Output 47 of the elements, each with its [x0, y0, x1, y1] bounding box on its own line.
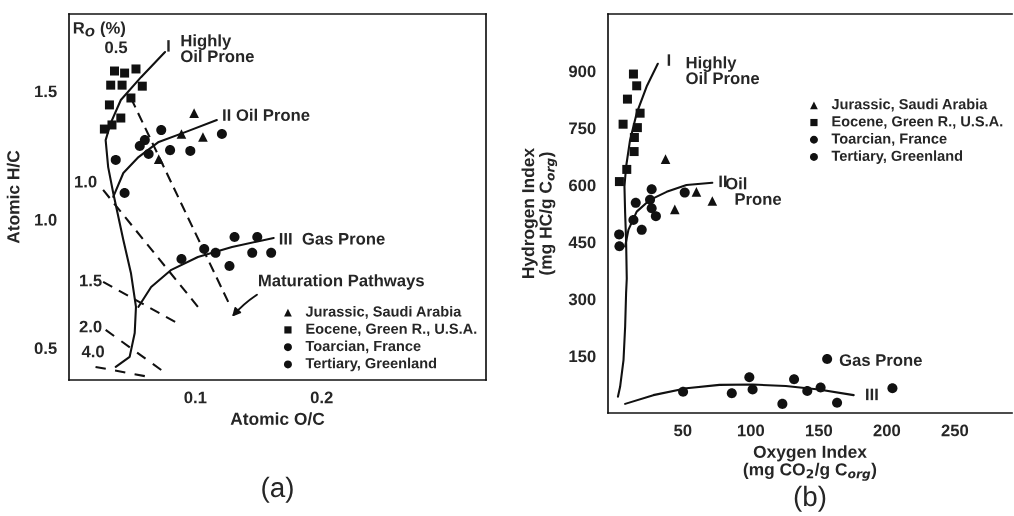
x-axis-title: Atomic O/C	[230, 412, 325, 426]
x-tick-label: 100	[737, 424, 765, 437]
annotation: Maturation Pathways	[259, 274, 424, 290]
legend-label: Toarcian, France	[305, 340, 421, 354]
legend-label: Jurassic, Saudi Arabia	[831, 98, 988, 112]
legend-label: Tertiary, Greenland	[305, 357, 437, 372]
legend-label: Tertiary, Greenland	[831, 150, 963, 164]
annotation: II	[719, 175, 727, 188]
annotation: Oil Prone	[725, 177, 782, 205]
annotation: 1.5	[80, 274, 102, 287]
y-tick-label: 1.5	[35, 85, 57, 98]
y-tick-label: 450	[568, 236, 596, 249]
annotation: III Gas Prone	[279, 232, 385, 245]
y-tick-label: 750	[569, 122, 596, 135]
x-tick-label: 150	[805, 424, 833, 437]
annotation: Gas Prone	[839, 354, 922, 366]
x-tick-label: 200	[873, 424, 901, 437]
legend-label: Eocene, Green R., U.S.A.	[306, 323, 477, 336]
annotation: R$_{O}$ (%)	[73, 21, 126, 38]
x-tick-label: 0.2	[310, 391, 333, 404]
annotation: 2.0	[79, 320, 102, 333]
annotation: I	[167, 40, 170, 52]
y-axis-title: Atomic H/C	[6, 150, 20, 244]
y-tick-label: 1.0	[35, 213, 57, 226]
y-tick-label: 150	[569, 350, 596, 363]
x-tick-label: 250	[941, 424, 969, 437]
text: (a)	[262, 476, 293, 503]
x-tick-label: 50	[674, 424, 692, 437]
text: (b)	[794, 485, 826, 512]
y-tick-label: 300	[568, 293, 596, 306]
x-tick-label: 0.1	[184, 391, 207, 404]
y-tick-label: 600	[569, 179, 596, 192]
annotation: I	[667, 54, 671, 66]
annotation: 4.0	[81, 345, 104, 358]
annotation: Highly Oil Prone	[181, 34, 254, 63]
legend-label: Jurassic, Saudi Arabia	[305, 305, 462, 319]
legend-label: Toarcian, France	[831, 133, 947, 146]
y-tick-label: 0.5	[34, 342, 57, 355]
y-axis-title: Hydrogen Index (mg HC/g C$_{org}$)	[521, 148, 558, 278]
legend-label: Eocene, Green R., U.S.A.	[832, 116, 1003, 129]
annotation: III	[866, 388, 878, 401]
annotation: II Oil Prone	[223, 108, 310, 121]
annotation: 1.0	[75, 175, 97, 188]
x-axis-title: Oxygen Index (mg CO$_{2}$/g C$_{org}$)	[743, 445, 877, 481]
annotation: Highly Oil Prone	[686, 56, 760, 85]
y-tick-label: 900	[568, 65, 596, 78]
annotation: 0.5	[105, 41, 128, 54]
